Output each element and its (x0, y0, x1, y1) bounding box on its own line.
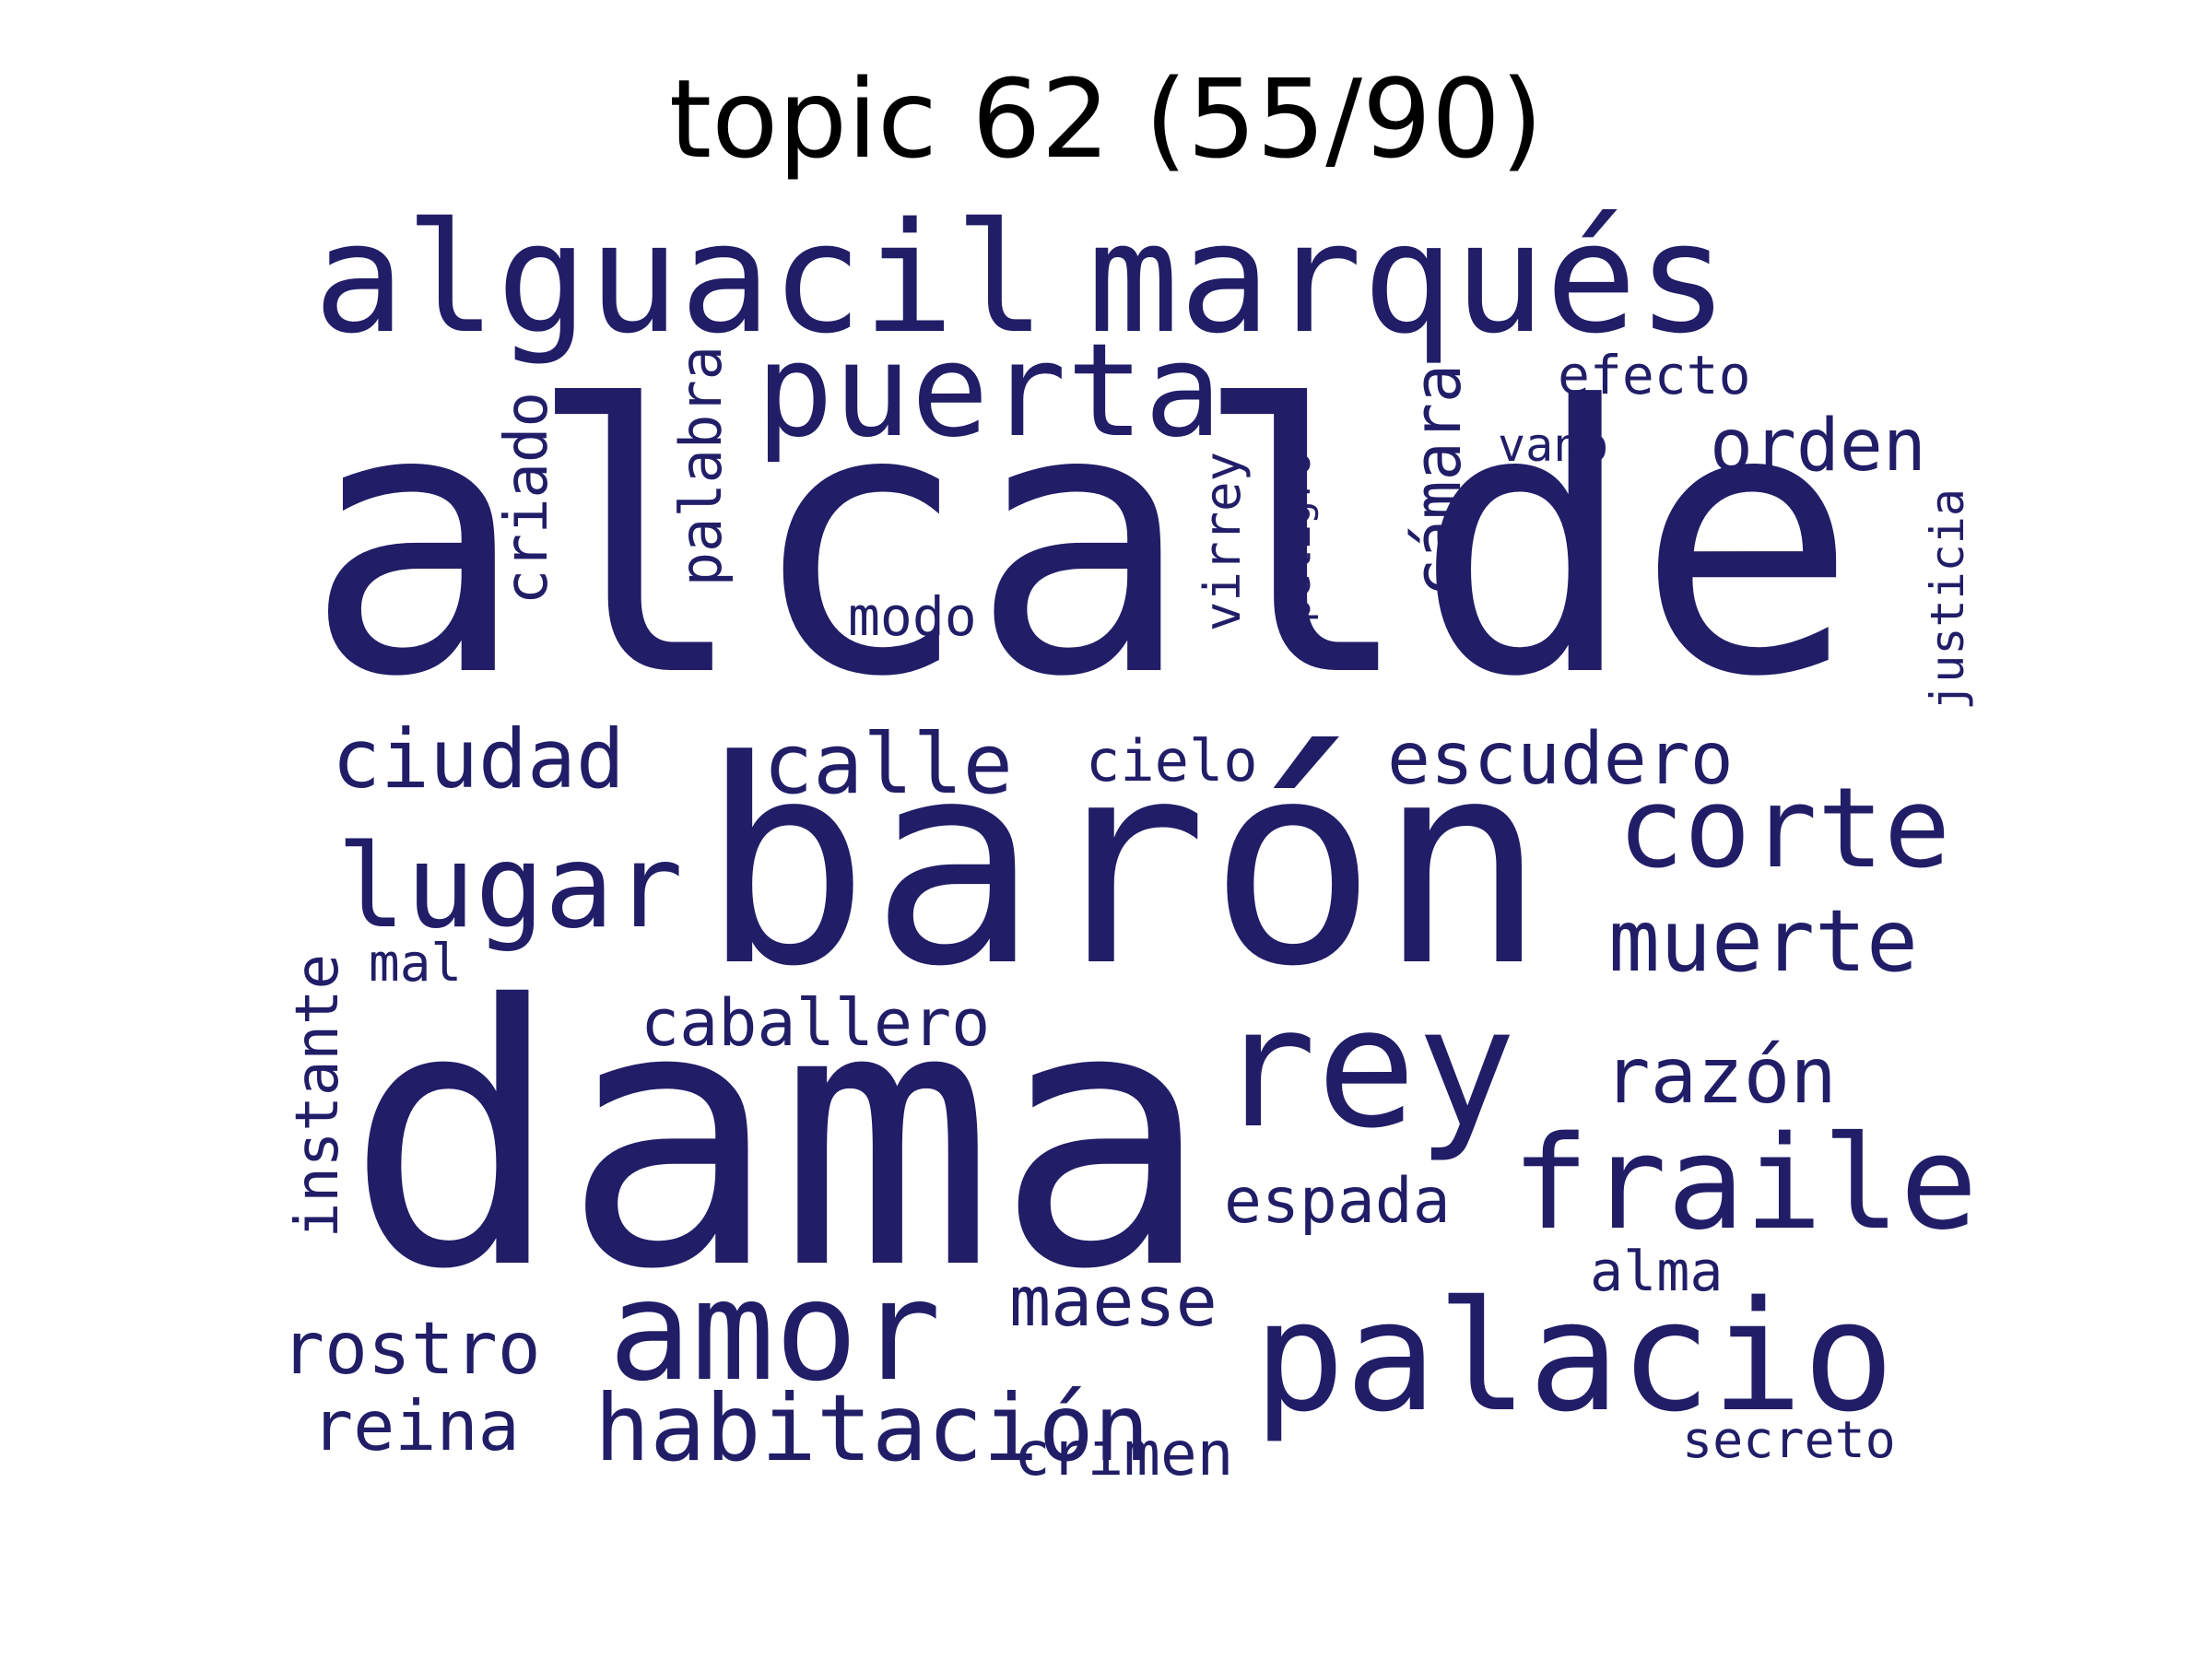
word-rostro: rostro (281, 1308, 541, 1391)
word-reina: reina (312, 1385, 520, 1466)
word-alguacil: alguacil (313, 190, 1046, 367)
word-cielo: cielo (1086, 727, 1258, 794)
word-ciudad: ciudad (332, 712, 625, 806)
word-mal: mal (369, 934, 463, 994)
word-crimen: crimen (1014, 1418, 1234, 1489)
word-justicia: justicia (1921, 488, 1974, 711)
word-baron: barón (700, 700, 1547, 1028)
word-criado: criado (493, 392, 561, 606)
word-camara: cámara (1400, 364, 1476, 597)
word-muerte: muerte (1608, 891, 1918, 991)
word-modo: modo (848, 585, 977, 648)
word-calle: calle (763, 716, 1013, 813)
word-fraile: fraile (1512, 1109, 1978, 1259)
word-escudero: escudero (1387, 718, 1734, 801)
word-razon: razón (1604, 1030, 1837, 1121)
word-caballero: caballero (641, 985, 991, 1061)
chart-title: topic 62 (55/90) (668, 55, 1544, 182)
word-efecto: efecto (1558, 344, 1751, 406)
word-lugar: lugar (336, 820, 684, 954)
word-marques: marqués (1088, 190, 1729, 367)
word-alcalde: alcalde (304, 329, 1858, 758)
word-instante: instante (284, 954, 352, 1239)
word-habitacion: habitación (594, 1374, 1150, 1482)
word-palabra: palabra (667, 346, 735, 587)
word-puerta: puerta (756, 316, 1222, 466)
word-rey: rey (1217, 972, 1517, 1165)
word-vano: vano (1498, 418, 1609, 472)
word-maese: maese (1009, 1261, 1218, 1342)
word-virrey: virrey (1194, 452, 1252, 632)
word-corte: corte (1618, 765, 1951, 893)
word-espada: espada (1224, 1165, 1451, 1238)
word-orden: orden (1710, 405, 1926, 488)
word-secreto: secreto (1682, 1410, 1896, 1469)
word-alma: alma (1590, 1240, 1724, 1304)
word-peligro: peligro (1273, 452, 1320, 623)
word-dama: dama (346, 929, 1212, 1347)
word-palacio: palacio (1253, 1268, 1895, 1445)
word-amor: amor (608, 1252, 942, 1412)
